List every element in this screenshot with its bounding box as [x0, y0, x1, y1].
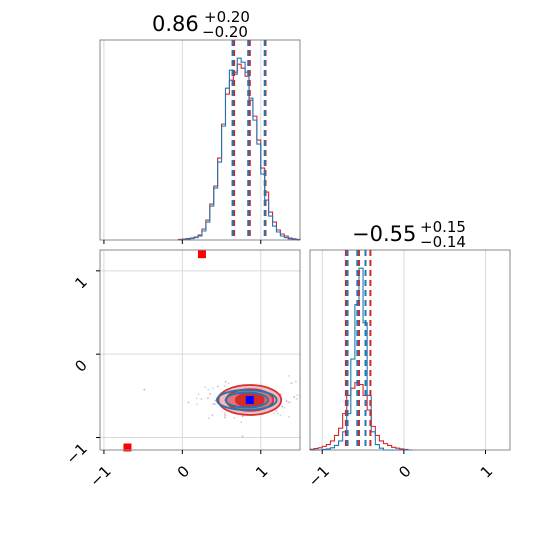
scatter-point: [332, 399, 334, 401]
blue-contour-0: [216, 389, 278, 411]
joint-frame: [99, 249, 301, 451]
scatter-point: [196, 403, 198, 406]
hist2-xtick-label-0: −1: [305, 462, 333, 490]
hist1-blue-hist: [178, 57, 301, 241]
scatter-point: [288, 415, 290, 418]
scatter-point: [296, 394, 299, 397]
scatter-point: [295, 397, 298, 400]
scatter-point: [287, 401, 290, 404]
title-1-plus: +0.20: [204, 8, 250, 26]
title-2-minus: −0.14: [420, 233, 466, 251]
scatter-point: [227, 382, 230, 385]
hist2-xtick-label-1: 0: [395, 462, 414, 481]
scatter-point: [214, 399, 217, 402]
joint-ytick-label-0: −1: [62, 440, 90, 468]
scatter-point: [279, 414, 282, 417]
scatter-point: [207, 388, 210, 391]
svg-text:−0.55: −0.55: [352, 222, 416, 246]
scatter-point: [207, 397, 209, 399]
scatter-point: [204, 386, 207, 389]
scatter-point: [233, 416, 236, 419]
hist2-xtick-label-2: 1: [477, 462, 496, 481]
svg-text:0.86: 0.86: [152, 12, 199, 36]
title-2-plus: +0.15: [420, 218, 466, 236]
scatter-point: [212, 403, 215, 405]
joint-ytick-label-1: 0: [71, 356, 90, 375]
hist2-blue-hist: [310, 267, 413, 451]
scatter-point: [143, 388, 146, 391]
hist1-frame: [99, 39, 301, 241]
histogram-param-2-panel: [309, 249, 511, 454]
scatter-point: [281, 405, 284, 408]
title-param-2: −0.55 +0.15 −0.14: [352, 218, 466, 251]
scatter-point: [240, 421, 243, 424]
scatter-point: [273, 412, 276, 415]
scatter-point: [277, 412, 279, 415]
joint-xtick-label-2: 1: [252, 462, 271, 481]
scatter-point: [260, 383, 262, 386]
joint-ytick-label-2: 1: [71, 273, 90, 292]
scatter-point: [216, 385, 219, 388]
scatter-point: [211, 414, 214, 416]
title-2-median: −0.55: [352, 222, 416, 246]
scatter-point: [187, 401, 190, 404]
scatter-point: [288, 375, 290, 377]
scatter-point: [195, 397, 198, 400]
scatter-point: [200, 398, 203, 400]
scatter-point: [241, 435, 244, 438]
hist1-red-hist: [177, 63, 301, 240]
scatter-point: [224, 412, 226, 415]
scatter-point: [283, 406, 286, 409]
marker-blue-2: [245, 396, 254, 404]
scatter-point: [212, 387, 215, 389]
scatter-point: [224, 380, 227, 383]
scatter-point: [289, 401, 291, 404]
hist2-red-hist: [309, 382, 413, 451]
joint-xtick-label-1: 0: [174, 462, 193, 481]
scatter-point: [293, 396, 296, 398]
title-1-median: 0.86: [152, 12, 199, 36]
title-1-minus: −0.20: [202, 23, 248, 41]
scatter-point: [207, 417, 210, 420]
scatter-point: [214, 403, 217, 406]
blue-contour-1: [224, 391, 269, 409]
title-param-1: 0.86 +0.20 −0.20: [152, 8, 250, 41]
joint-xtick-label-0: −1: [86, 462, 114, 490]
scatter-point: [275, 410, 278, 412]
histogram-param-1-panel: [99, 39, 301, 244]
scatter-point: [223, 385, 226, 388]
scatter-point: [241, 415, 244, 418]
marker-red-1: [123, 443, 132, 452]
scatter-point: [290, 382, 293, 384]
scatter-point: [209, 393, 212, 395]
hist2-frame: [309, 249, 511, 451]
tick-labels: −1 0 1 −1 0 1 −1 0 1: [62, 273, 496, 491]
scatter-point: [294, 380, 297, 383]
scatter-point: [285, 400, 288, 402]
joint-contour-panel: [96, 249, 334, 454]
scatter-point: [223, 416, 226, 419]
marker-red-0: [197, 250, 206, 259]
scatter-point: [197, 393, 200, 396]
scatter-point: [224, 414, 226, 417]
joint-contents: [143, 375, 334, 438]
